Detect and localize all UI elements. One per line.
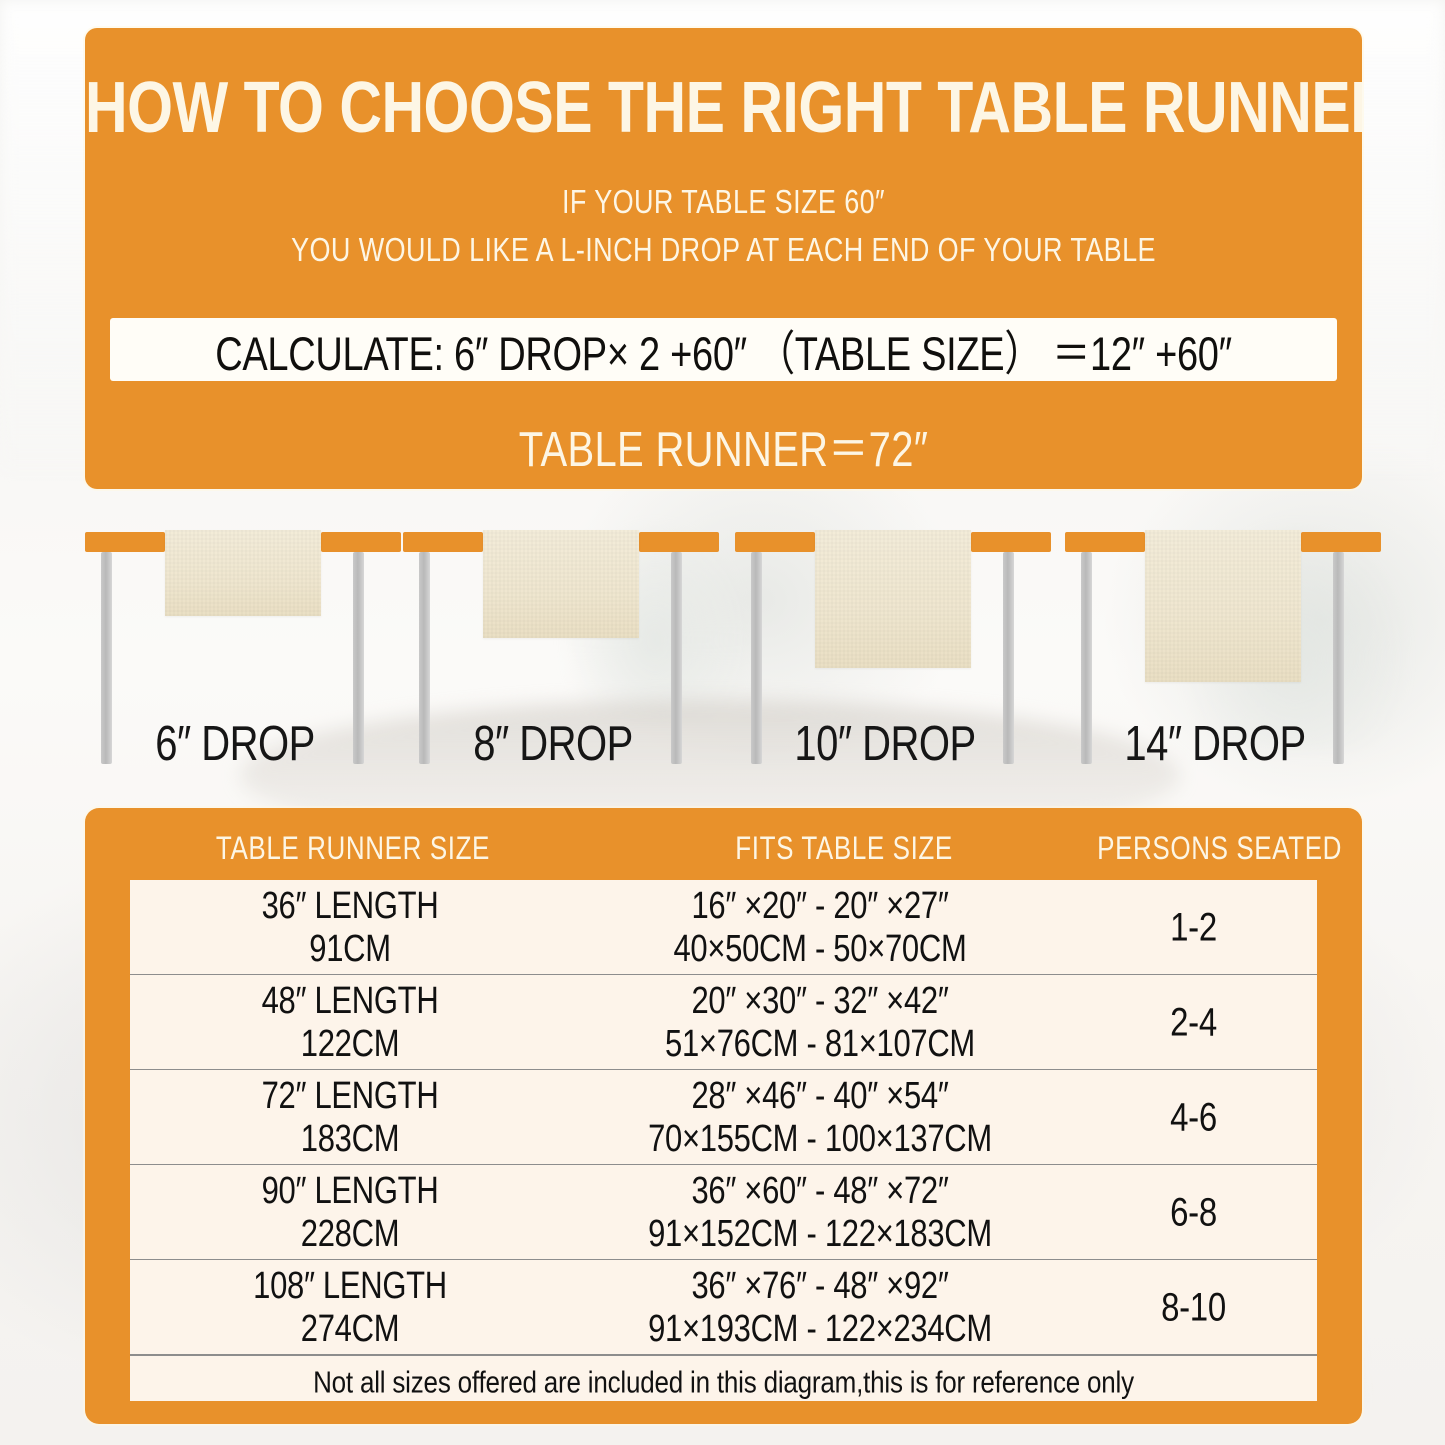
cell-persons-seated: 4-6 bbox=[1070, 1094, 1317, 1139]
table-top-left bbox=[403, 532, 483, 552]
cell-persons-seated: 1-2 bbox=[1070, 904, 1317, 949]
table-leg-left bbox=[419, 552, 430, 764]
cell-runner-size: 108″ LENGTH 274CM bbox=[130, 1264, 570, 1350]
size-chart-panel: TABLE RUNNER SIZE FITS TABLE SIZE PERSON… bbox=[85, 808, 1362, 1424]
table-runner-fabric bbox=[483, 530, 639, 638]
table-top-right bbox=[321, 532, 401, 552]
table-top-left bbox=[85, 532, 165, 552]
table-top-right bbox=[971, 532, 1051, 552]
runner-length-inches: 36″ LENGTH bbox=[261, 883, 439, 927]
cell-runner-size: 48″ LENGTH 122CM bbox=[130, 979, 570, 1065]
table-row: 48″ LENGTH 122CM 20″ ×30″ - 32″ ×42″ 51×… bbox=[130, 975, 1317, 1070]
table-row: 90″ LENGTH 228CM 36″ ×60″ - 48″ ×72″ 91×… bbox=[130, 1165, 1317, 1260]
table-leg-right bbox=[671, 552, 682, 764]
table-top-left bbox=[1065, 532, 1145, 552]
cell-fits-table-size: 20″ ×30″ - 32″ ×42″ 51×76CM - 81×107CM bbox=[570, 979, 1070, 1065]
column-header-runner-size: TABLE RUNNER SIZE bbox=[215, 828, 491, 867]
cell-persons-seated: 8-10 bbox=[1070, 1284, 1317, 1329]
drop-label-8in: 8″ DROP bbox=[473, 717, 633, 771]
table-leg-left bbox=[1081, 552, 1092, 764]
hero-subtitle-line-1: IF YOUR TABLE SIZE 60″ bbox=[562, 183, 885, 221]
cell-runner-size: 90″ LENGTH 228CM bbox=[130, 1169, 570, 1255]
fits-size-cm: 51×76CM - 81×107CM bbox=[665, 1021, 975, 1065]
table-leg-left bbox=[751, 552, 762, 764]
persons-seated-value: 8-10 bbox=[1161, 1283, 1226, 1329]
drop-illustration-8in: 8″ DROP bbox=[403, 520, 719, 780]
fits-size-cm: 40×50CM - 50×70CM bbox=[673, 926, 967, 970]
fits-size-cm: 91×193CM - 122×234CM bbox=[648, 1306, 992, 1350]
fits-size-inches: 36″ ×76″ - 48″ ×92″ bbox=[691, 1263, 949, 1307]
calculation-box: CALCULATE: 6″ DROP× 2 +60″ （TABLE SIZE） … bbox=[110, 318, 1337, 381]
cell-persons-seated: 2-4 bbox=[1070, 999, 1317, 1044]
cell-fits-table-size: 36″ ×76″ - 48″ ×92″ 91×193CM - 122×234CM bbox=[570, 1264, 1070, 1350]
cell-runner-size: 36″ LENGTH 91CM bbox=[130, 884, 570, 970]
table-row: 72″ LENGTH 183CM 28″ ×46″ - 40″ ×54″ 70×… bbox=[130, 1070, 1317, 1165]
drop-illustrations: 6″ DROP 8″ DROP 10″ DROP 14″ DROP bbox=[85, 520, 1381, 780]
drop-label-10in: 10″ DROP bbox=[794, 717, 976, 771]
persons-seated-value: 1-2 bbox=[1170, 903, 1217, 949]
drop-illustration-14in: 14″ DROP bbox=[1065, 520, 1381, 780]
calculation-formula: CALCULATE: 6″ DROP× 2 +60″ （TABLE SIZE） … bbox=[215, 328, 1232, 382]
runner-length-cm: 122CM bbox=[300, 1021, 400, 1065]
persons-seated-value: 2-4 bbox=[1170, 998, 1217, 1044]
cell-fits-table-size: 28″ ×46″ - 40″ ×54″ 70×155CM - 100×137CM bbox=[570, 1074, 1070, 1160]
table-leg-right bbox=[1003, 552, 1014, 764]
fits-size-inches: 20″ ×30″ - 32″ ×42″ bbox=[691, 978, 949, 1022]
runner-length-cm: 274CM bbox=[300, 1306, 400, 1350]
table-runner-fabric bbox=[815, 530, 971, 668]
table-top-right bbox=[639, 532, 719, 552]
drop-illustration-10in: 10″ DROP bbox=[735, 520, 1051, 780]
size-chart-header-row: TABLE RUNNER SIZE FITS TABLE SIZE PERSON… bbox=[85, 824, 1362, 872]
runner-length-cm: 91CM bbox=[309, 926, 391, 970]
hero-subtitle-line-2: YOU WOULD LIKE A L-INCH DROP AT EACH END… bbox=[291, 231, 1156, 269]
table-leg-right bbox=[1333, 552, 1344, 764]
footnote-text: Not all sizes offered are included in th… bbox=[313, 1363, 1134, 1400]
cell-persons-seated: 6-8 bbox=[1070, 1189, 1317, 1234]
table-leg-right bbox=[353, 552, 364, 764]
table-row: 108″ LENGTH 274CM 36″ ×76″ - 48″ ×92″ 91… bbox=[130, 1260, 1317, 1355]
table-top-right bbox=[1301, 532, 1381, 552]
table-runner-fabric bbox=[1145, 530, 1301, 682]
runner-length-inches: 72″ LENGTH bbox=[261, 1073, 439, 1117]
fits-size-cm: 91×152CM - 122×183CM bbox=[648, 1211, 992, 1255]
fits-size-cm: 70×155CM - 100×137CM bbox=[648, 1116, 992, 1160]
fits-size-inches: 28″ ×46″ - 40″ ×54″ bbox=[691, 1073, 949, 1117]
runner-length-inches: 48″ LENGTH bbox=[261, 978, 439, 1022]
table-top-left bbox=[735, 532, 815, 552]
runner-length-cm: 183CM bbox=[300, 1116, 400, 1160]
persons-seated-value: 4-6 bbox=[1170, 1093, 1217, 1139]
calculation-result: TABLE RUNNER＝72″ bbox=[518, 423, 929, 478]
drop-label-14in: 14″ DROP bbox=[1124, 717, 1306, 771]
column-header-fits-table: FITS TABLE SIZE bbox=[735, 828, 953, 867]
fits-size-inches: 16″ ×20″ - 20″ ×27″ bbox=[691, 883, 949, 927]
runner-length-inches: 108″ LENGTH bbox=[253, 1263, 447, 1307]
page-title: HOW TO CHOOSE THE RIGHT TABLE RUNNER bbox=[85, 67, 1362, 148]
runner-length-cm: 228CM bbox=[300, 1211, 400, 1255]
footnote-row: Not all sizes offered are included in th… bbox=[130, 1355, 1317, 1408]
fits-size-inches: 36″ ×60″ - 48″ ×72″ bbox=[691, 1168, 949, 1212]
cell-runner-size: 72″ LENGTH 183CM bbox=[130, 1074, 570, 1160]
drop-label-6in: 6″ DROP bbox=[155, 717, 315, 771]
persons-seated-value: 6-8 bbox=[1170, 1188, 1217, 1234]
table-row: 36″ LENGTH 91CM 16″ ×20″ - 20″ ×27″ 40×5… bbox=[130, 880, 1317, 975]
column-header-persons: PERSONS SEATED bbox=[1097, 828, 1343, 867]
table-leg-left bbox=[101, 552, 112, 764]
size-chart-grid: 36″ LENGTH 91CM 16″ ×20″ - 20″ ×27″ 40×5… bbox=[130, 880, 1317, 1401]
runner-length-inches: 90″ LENGTH bbox=[261, 1168, 439, 1212]
hero-panel: HOW TO CHOOSE THE RIGHT TABLE RUNNER IF … bbox=[85, 28, 1362, 489]
cell-fits-table-size: 16″ ×20″ - 20″ ×27″ 40×50CM - 50×70CM bbox=[570, 884, 1070, 970]
table-runner-fabric bbox=[165, 530, 321, 616]
drop-illustration-6in: 6″ DROP bbox=[85, 520, 401, 780]
cell-fits-table-size: 36″ ×60″ - 48″ ×72″ 91×152CM - 122×183CM bbox=[570, 1169, 1070, 1255]
